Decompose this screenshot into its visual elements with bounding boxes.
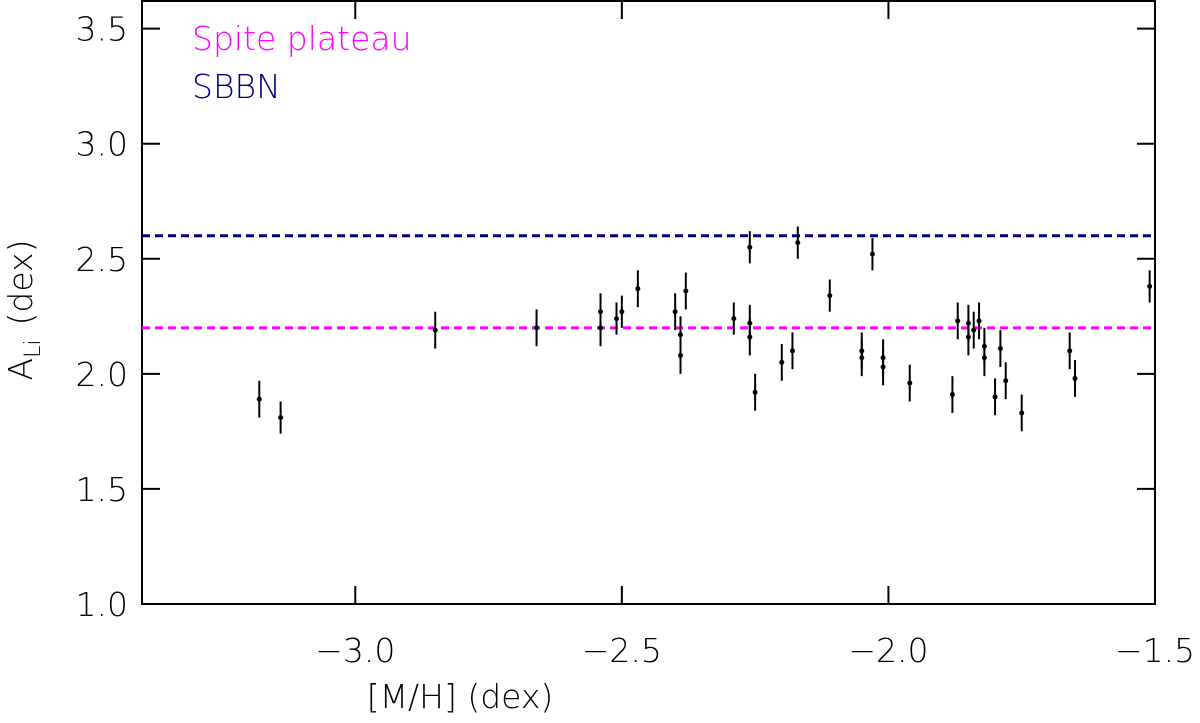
y-tick-label: 3.5	[76, 10, 128, 49]
data-point	[747, 244, 753, 250]
data-point	[1067, 348, 1073, 354]
y-axis-label: ALi (dex)	[1, 240, 46, 381]
data-point	[635, 286, 641, 292]
data-point	[683, 288, 689, 294]
data-point	[731, 316, 737, 322]
data-point	[965, 334, 971, 340]
data-point	[971, 327, 977, 333]
y-tick-label: 1.5	[76, 470, 128, 509]
x-tick-label: −3.0	[315, 631, 395, 670]
plot-frame	[141, 0, 1156, 605]
data-point	[992, 394, 998, 400]
y-label-unit: (dex)	[1, 240, 40, 326]
data-point	[1072, 375, 1078, 381]
data-point	[1147, 283, 1153, 289]
data-point	[614, 316, 620, 322]
data-point	[827, 293, 833, 299]
y-tick-label: 1.0	[76, 585, 128, 624]
data-point	[1003, 378, 1009, 384]
data-point	[981, 343, 987, 349]
data-point	[949, 392, 955, 398]
x-tick-label: −1.5	[1115, 631, 1195, 670]
data-point	[880, 364, 886, 370]
legend-label: Spite plateau	[192, 19, 412, 58]
data-point	[672, 309, 678, 315]
data-point	[997, 346, 1003, 352]
data-point	[789, 348, 795, 354]
data-point	[955, 318, 961, 324]
data-point	[747, 334, 753, 340]
x-tick-label: −2.5	[582, 631, 662, 670]
data-point	[1019, 410, 1025, 416]
x-tick-label: −2.0	[848, 631, 928, 670]
legend-label: SBBN	[192, 67, 281, 106]
data-point	[869, 251, 875, 257]
data-point	[534, 325, 540, 331]
data-point	[795, 240, 801, 246]
data-point	[779, 359, 785, 365]
data-point	[677, 332, 683, 338]
y-tick-label: 2.0	[76, 355, 128, 394]
data-point	[677, 352, 683, 358]
y-label-sub: Li	[21, 340, 46, 358]
data-point	[859, 355, 865, 361]
data-point	[752, 389, 758, 395]
y-label-main: A	[1, 358, 40, 381]
data-point	[976, 318, 982, 324]
data-point	[619, 309, 625, 315]
data-point	[598, 325, 604, 331]
data-point	[432, 327, 438, 333]
x-axis-label: [M/H] (dex)	[367, 677, 554, 716]
data-point	[907, 380, 913, 386]
data-point	[256, 396, 262, 402]
plot-area	[141, 0, 1156, 605]
y-tick-label: 2.5	[76, 240, 128, 279]
y-tick-label: 3.0	[76, 125, 128, 164]
data-point	[278, 415, 284, 421]
